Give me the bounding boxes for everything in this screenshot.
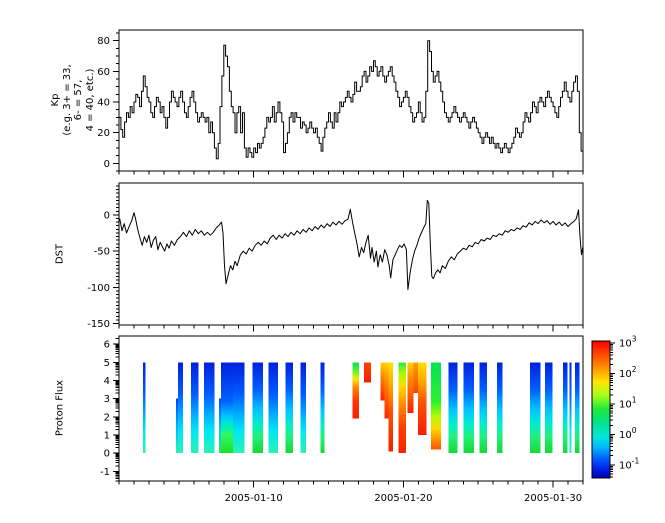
dst-y-tick-label: 0	[104, 210, 110, 221]
proton-flux-stripe	[285, 362, 294, 454]
proton_flux-y-tick-label: 2	[104, 412, 110, 423]
proton-flux-stripe	[388, 362, 393, 452]
kp-y-tick-label: 60	[97, 67, 110, 78]
colorbar-gradient	[592, 341, 610, 478]
proton-flux-stripe	[268, 362, 279, 454]
proton-flux-stripe	[545, 362, 553, 454]
dst-axis-label: DST	[54, 243, 66, 265]
proton_flux-panel-border	[118, 335, 584, 482]
proton-flux-stripe	[407, 362, 414, 414]
proton-flux-stripe	[417, 362, 427, 436]
proton-flux-stripe	[463, 362, 475, 454]
proton-flux-stripe	[384, 362, 390, 419]
proton-flux-stripe	[563, 362, 568, 454]
proton-flux-stripe	[252, 362, 264, 454]
colorbar-tick-label: 101	[619, 396, 637, 411]
proton-flux-axis-label: Proton Flux	[54, 379, 66, 437]
proton-flux-stripe	[380, 362, 385, 401]
proton-flux-stripe	[142, 362, 146, 454]
proton-flux-stripe	[530, 362, 541, 454]
dst-panel-border	[118, 182, 584, 326]
proton-flux-stripe	[479, 362, 487, 454]
proton-flux-stripe	[218, 398, 222, 454]
colorbar-tick-label: 102	[619, 365, 637, 380]
dst-y-tick-label: -50	[94, 247, 110, 258]
dst-panel: 0 -50 -100 -150	[87, 182, 584, 332]
proton_flux-panel: -1 0 1 2 3 4 5 6 2005-01-10 2005-01-20 2005-01-30	[100, 335, 584, 504]
proton_flux-y-tick-label: 3	[104, 394, 110, 405]
colorbar: 103 102 101 100 10-1	[591, 335, 639, 479]
colorbar-tick-label: 10-1	[619, 456, 639, 471]
proton-flux-stripe	[203, 362, 215, 454]
proton-flux-stripe	[569, 362, 572, 454]
kp-y-tick-label: 80	[97, 36, 110, 47]
proton-flux-stripe	[398, 362, 406, 454]
kp-step-line	[119, 40, 583, 160]
dst-line	[119, 199, 584, 290]
proton-flux-stripe	[448, 362, 458, 454]
colorbar-tick-label: 100	[619, 426, 637, 441]
proton_flux-y-tick-label: 6	[104, 340, 110, 351]
proton-flux-stripe	[352, 362, 359, 419]
proton-flux-stripe	[413, 362, 418, 394]
proton-flux-stripe	[575, 362, 580, 454]
proton_flux-y-tick-label: 5	[104, 358, 110, 369]
x-tick-label: 2005-01-20	[374, 493, 432, 504]
colorbar-tick-label: 103	[619, 335, 637, 350]
kp-y-tick-label: 0	[104, 159, 110, 170]
kp-y-tick-label: 40	[97, 98, 110, 109]
kp-y-tick-label: 20	[97, 128, 110, 139]
proton_flux-y-tick-label: 1	[104, 431, 110, 442]
kp-panel: 0 20 40 60 80	[97, 29, 584, 178]
dst-y-tick-label: -150	[87, 319, 110, 330]
proton_flux-y-tick-label: 4	[104, 376, 110, 387]
proton-flux-stripe	[430, 362, 441, 450]
proton_flux-y-tick-label: -1	[100, 467, 110, 478]
dst-y-tick-label: -100	[87, 283, 110, 294]
proton-flux-stripe	[497, 362, 503, 454]
proton-flux-stripe	[190, 362, 199, 454]
proton-flux-stripe	[221, 362, 233, 454]
proton-flux-stripe	[300, 362, 307, 454]
proton-flux-stripe	[177, 362, 183, 454]
proton_flux-y-tick-label: 0	[104, 449, 110, 460]
x-tick-label: 2005-01-10	[225, 493, 283, 504]
proton-flux-stripe	[232, 362, 245, 454]
proton-flux-stripe	[320, 362, 325, 454]
x-tick-label: 2005-01-30	[524, 493, 582, 504]
kp-axis-label: Kp (e.g. 3+ = 33, 6- = 57, 4 = 40, etc.)	[50, 64, 96, 136]
proton-flux-stripe	[364, 362, 371, 383]
proton-flux-stripe	[175, 398, 178, 454]
colorbar-border	[591, 340, 611, 479]
kp-panel-border	[118, 29, 584, 172]
